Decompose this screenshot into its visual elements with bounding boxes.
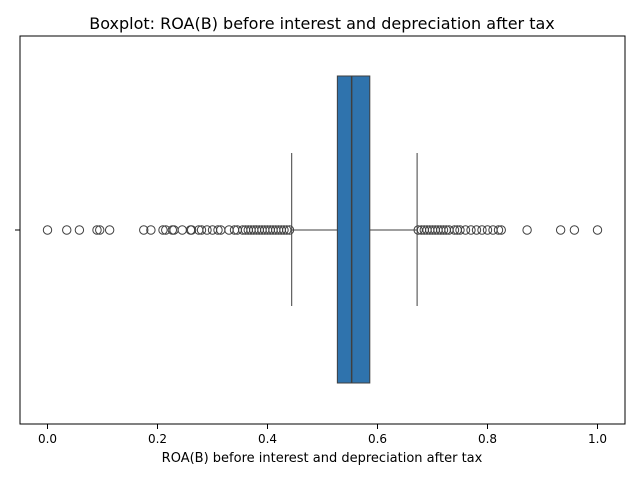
outlier-point [438,225,449,235]
outlier-point [477,225,487,235]
outlier-point [62,225,72,235]
x-tick-label: 0.2 [148,432,167,446]
outlier-point [449,225,460,235]
outlier-point [282,225,292,235]
outlier-point [569,225,580,235]
outlier-point [522,225,532,235]
outlier-point [177,225,187,235]
x-tick-label: 0.6 [368,432,387,446]
outlier-point [455,225,465,235]
outlier-point [471,225,482,235]
outlier-point [139,225,149,235]
x-tick-label: 0.4 [258,432,277,446]
outlier-point [279,225,289,235]
outlier-point [592,225,603,235]
x-tick-label: 1.0 [588,432,607,446]
outliers [42,225,603,235]
outlier-point [186,225,197,235]
outlier-point [493,225,504,235]
box [336,75,371,384]
outlier-point [104,225,115,235]
outlier-point [213,225,223,235]
x-tick-label: 0.8 [478,432,497,446]
outlier-point [496,225,506,235]
iqr-box [336,75,371,384]
outlier-point [74,225,85,235]
x-tick-label: 0.0 [38,432,57,446]
outlier-point [158,225,168,235]
outlier-point [92,225,102,235]
outlier-point [196,225,207,235]
outlier-point [466,225,476,235]
x-axis: 0.0 0.2 0.4 0.6 0.8 1.0 [38,424,607,446]
outlier-point [202,225,212,235]
outlier-point [146,225,156,235]
outlier-point [555,225,566,235]
outlier-point [42,225,53,235]
outlier-point [460,225,471,235]
outlier-point [284,225,295,235]
outlier-point [95,225,105,235]
outlier-point [482,225,493,235]
x-axis-label: ROA(B) before interest and depreciation … [162,451,483,466]
chart-title: Boxplot: ROA(B) before interest and depr… [89,14,555,33]
